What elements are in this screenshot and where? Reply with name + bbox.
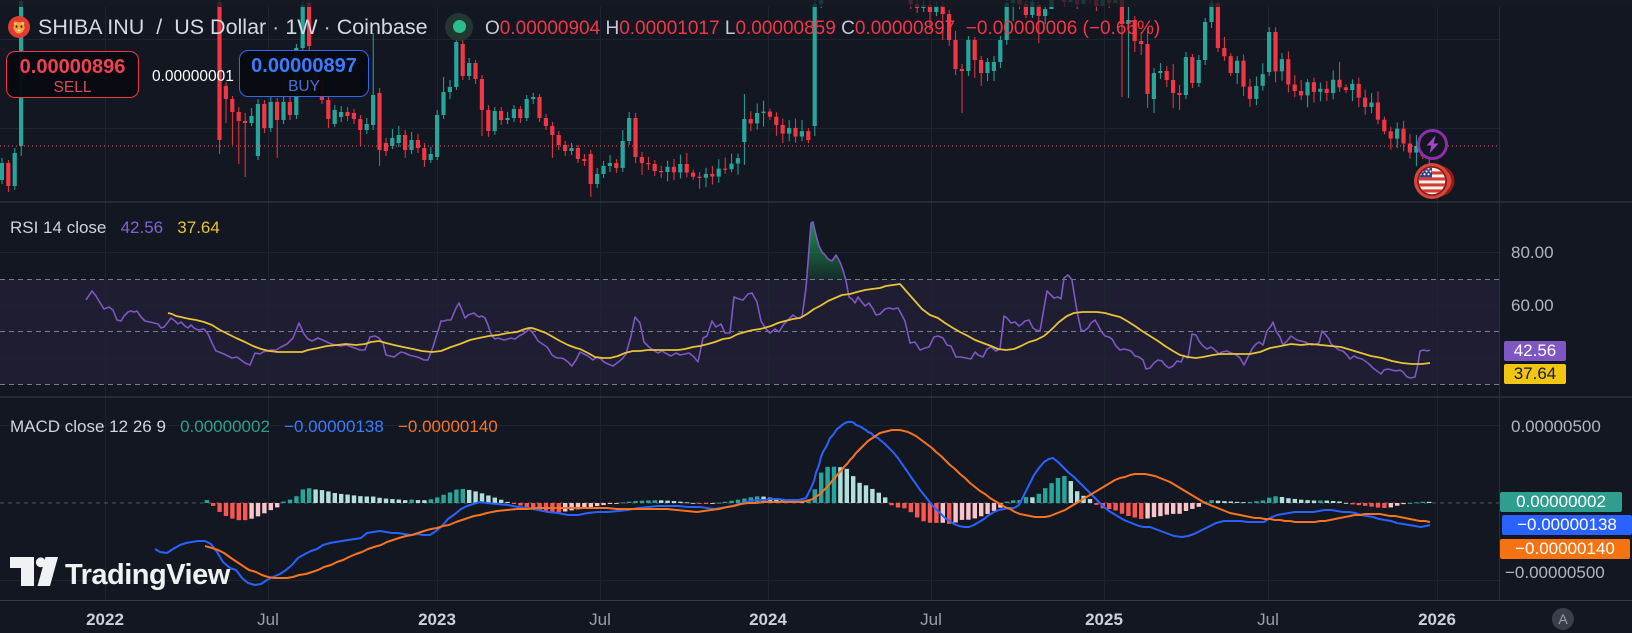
svg-text:TradingView: TradingView	[65, 559, 231, 590]
